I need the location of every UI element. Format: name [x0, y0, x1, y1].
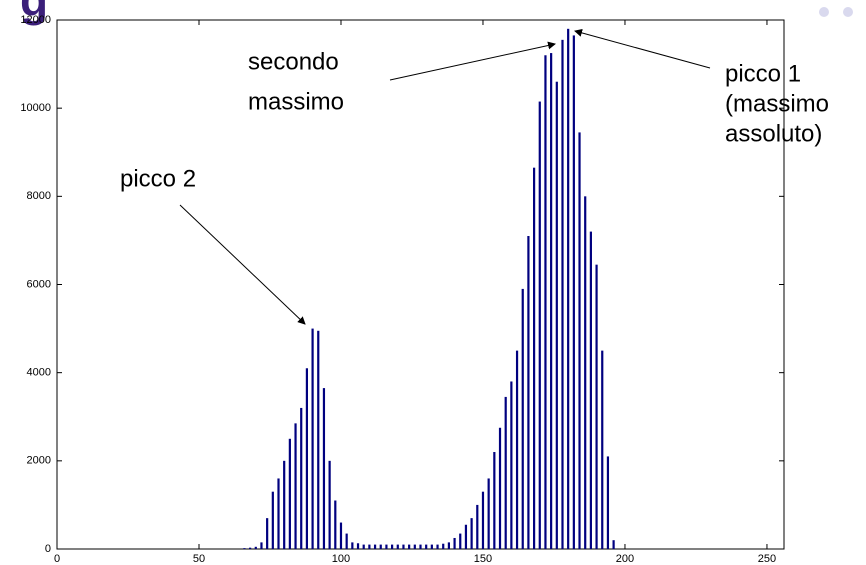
y-tick-label: 12000	[20, 14, 51, 26]
bar	[391, 544, 394, 549]
bar	[243, 548, 246, 549]
bar	[408, 544, 411, 549]
bar	[436, 544, 439, 549]
annotation: massimo	[248, 88, 344, 115]
y-tick-label: 10000	[20, 102, 51, 114]
annotation: picco 1	[725, 60, 801, 87]
bar	[419, 544, 422, 549]
bar	[413, 544, 416, 549]
bar	[373, 544, 377, 549]
bar	[584, 196, 587, 550]
bar	[555, 81, 558, 549]
bar	[538, 101, 541, 549]
arrow	[574, 28, 711, 69]
plot-frame	[56, 19, 785, 550]
y-tick-label: 4000	[27, 367, 51, 379]
bar	[544, 55, 547, 550]
bar	[515, 350, 519, 549]
bar	[567, 28, 570, 550]
bar	[487, 478, 490, 549]
bar	[572, 35, 575, 550]
bar	[249, 547, 252, 549]
bar	[476, 504, 479, 549]
bar	[510, 381, 513, 549]
bar	[283, 460, 286, 549]
bar	[317, 330, 320, 549]
bar	[464, 524, 468, 549]
decoration	[819, 7, 829, 17]
bar	[595, 264, 598, 549]
bar	[305, 368, 309, 549]
bar	[379, 544, 382, 549]
x-tick-label: 250	[758, 553, 776, 565]
y-tick-label: 8000	[27, 190, 51, 202]
bar	[339, 522, 343, 549]
bar	[396, 544, 399, 549]
bar	[470, 518, 473, 549]
slide-title: g	[20, 0, 48, 26]
bar	[442, 543, 445, 549]
bar	[561, 39, 564, 550]
bar	[266, 518, 269, 549]
bar	[334, 500, 337, 549]
y-tick-label: 6000	[27, 278, 51, 290]
bar	[601, 350, 604, 549]
bar	[294, 423, 297, 549]
x-tick-label: 0	[54, 553, 60, 565]
bar	[288, 438, 291, 549]
decoration	[843, 7, 853, 17]
y-tick-label: 0	[45, 543, 51, 555]
bar	[504, 396, 507, 549]
bar	[277, 478, 280, 549]
annotation: assoluto)	[725, 120, 822, 147]
bar	[606, 456, 610, 549]
bar	[532, 167, 536, 549]
bar	[459, 533, 462, 549]
bar	[260, 542, 263, 549]
bar	[498, 427, 502, 549]
bar	[589, 231, 592, 549]
x-tick-label: 200	[616, 553, 634, 565]
bar	[351, 542, 354, 549]
bar	[356, 543, 360, 549]
bar	[345, 533, 348, 549]
bar	[521, 288, 524, 549]
annotation: (massimo	[725, 90, 829, 117]
bar	[362, 544, 365, 549]
arrow	[389, 41, 556, 81]
arrow	[179, 204, 306, 325]
bar	[322, 388, 326, 549]
bar	[527, 236, 530, 549]
annotation: picco 2	[120, 165, 196, 192]
bar	[447, 542, 450, 549]
bar	[300, 407, 303, 549]
bar	[271, 491, 274, 549]
bar	[254, 546, 257, 549]
bar	[430, 544, 433, 549]
bar	[385, 544, 388, 549]
bar	[578, 132, 581, 549]
bar	[493, 452, 496, 549]
bar	[425, 544, 428, 549]
bar	[402, 544, 405, 549]
y-tick-label: 2000	[27, 455, 51, 467]
annotation: secondo	[248, 48, 339, 75]
bar	[612, 540, 615, 549]
bar	[368, 544, 371, 549]
bar	[311, 328, 314, 549]
x-tick-label: 100	[332, 553, 350, 565]
bar	[481, 491, 485, 549]
bar	[453, 537, 456, 549]
x-tick-label: 150	[474, 553, 492, 565]
bar	[550, 53, 553, 549]
x-tick-label: 50	[193, 553, 205, 565]
bar	[328, 460, 331, 549]
